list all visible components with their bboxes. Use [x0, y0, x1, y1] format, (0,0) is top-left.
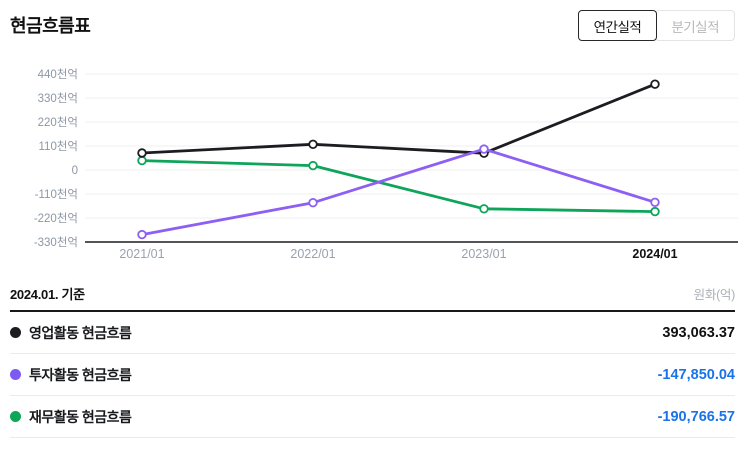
currency-unit-label: 원화(억)	[693, 288, 736, 302]
data-point-investing[interactable]	[137, 229, 147, 240]
x-tick-label: 2023/01	[461, 247, 506, 261]
series-line-financing	[140, 159, 657, 214]
x-tick-label: 2022/01	[290, 247, 335, 261]
y-tick-label: -330천억	[34, 235, 78, 249]
data-point-financing[interactable]	[650, 206, 660, 217]
y-tick-label: 110천억	[39, 139, 79, 153]
series-dot-operating	[10, 327, 21, 338]
row-value: -190,766.57	[657, 408, 735, 425]
period-tab-group: 연간실적 분기실적	[577, 10, 735, 41]
x-tick-label: 2024/01	[632, 247, 677, 261]
row-label-group: 투자활동 현금흐름	[10, 365, 132, 385]
y-tick-label: 0	[72, 165, 78, 177]
data-point-financing[interactable]	[479, 204, 489, 214]
row-value: -147,850.04	[657, 366, 735, 383]
table-row: 영업활동 현금흐름 393,063.37	[10, 312, 735, 354]
tab-annual-results[interactable]: 연간실적	[577, 10, 658, 41]
series-dot-financing	[10, 411, 21, 422]
y-tick-label: -110천억	[35, 187, 78, 201]
data-point-financing[interactable]	[137, 155, 147, 166]
row-value: 393,063.37	[662, 324, 735, 341]
cashflow-chart[interactable]: 440천억 330천억 220천억 110천억 0 -110천억 -220천억 -330천억 2…	[0, 58, 745, 270]
y-tick-label: -220천억	[34, 211, 78, 225]
row-label-group: 재무활동 현금흐름	[10, 407, 132, 427]
table-row: 투자활동 현금흐름 -147,850.04	[10, 354, 735, 396]
data-point-operating[interactable]	[650, 79, 660, 89]
table-row: 재무활동 현금흐름 -190,766.57	[10, 396, 735, 438]
data-point-operating[interactable]	[137, 148, 147, 158]
cashflow-table: 2024.01. 기준 원화(억) 영업활동 현금흐름 393,063.37 투…	[10, 286, 735, 438]
page-title: 현금흐름표	[10, 16, 91, 36]
row-label: 재무활동 현금흐름	[29, 408, 132, 425]
data-point-investing[interactable]	[650, 197, 660, 207]
y-tick-label: 440천억	[38, 67, 78, 81]
row-label: 영업활동 현금흐름	[29, 324, 132, 341]
data-point-investing[interactable]	[479, 144, 489, 154]
x-tick-label: 2021/01	[119, 247, 164, 261]
row-label-group: 영업활동 현금흐름	[10, 323, 132, 343]
row-label: 투자활동 현금흐름	[29, 366, 132, 383]
page-header: 현금흐름표 연간실적 분기실적	[0, 0, 745, 48]
cashflow-chart-svg[interactable]: 440천억 330천억 220천억 110천억 0 -110천억 -220천억 -330천억 2…	[0, 58, 745, 270]
series-line-investing	[140, 147, 657, 237]
data-point-operating[interactable]	[308, 139, 318, 149]
data-point-investing[interactable]	[308, 197, 318, 208]
table-header: 2024.01. 기준 원화(억)	[10, 286, 735, 312]
data-point-financing[interactable]	[308, 160, 318, 171]
y-tick-label: 220천억	[38, 115, 78, 129]
tab-quarterly-results[interactable]: 분기실적	[655, 10, 735, 41]
basis-date-label: 2024.01. 기준	[10, 287, 85, 302]
series-dot-investing	[10, 369, 21, 380]
series-line-operating	[140, 82, 657, 155]
y-tick-label: 330천억	[38, 91, 78, 105]
